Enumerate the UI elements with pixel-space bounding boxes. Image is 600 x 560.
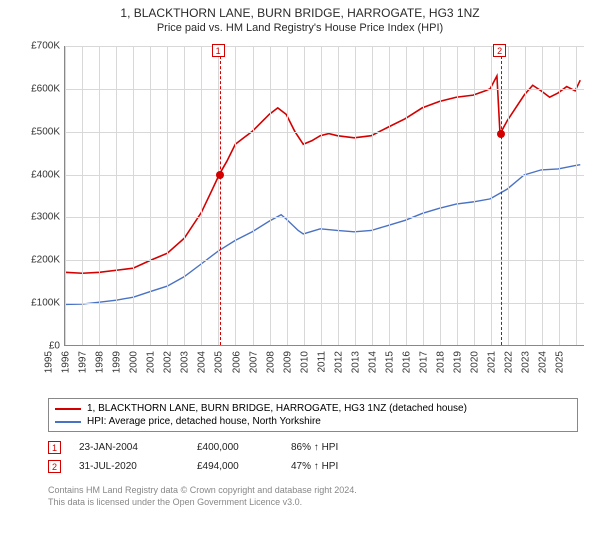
grid-v [99, 46, 100, 345]
grid-h [65, 217, 584, 218]
grid-v [270, 46, 271, 345]
grid-h [65, 303, 584, 304]
grid-h [65, 175, 584, 176]
chart-subtitle: Price paid vs. HM Land Registry's House … [10, 22, 590, 34]
legend-item-hpi: HPI: Average price, detached house, Nort… [55, 415, 571, 428]
y-tick-label: £100K [16, 298, 60, 309]
grid-v [389, 46, 390, 345]
grid-v [167, 46, 168, 345]
legend-item-property: 1, BLACKTHORN LANE, BURN BRIDGE, HARROGA… [55, 402, 571, 415]
grid-v [82, 46, 83, 345]
marker-line-2 [501, 46, 502, 345]
event-row-1: 1 23-JAN-2004 £400,000 86% ↑ HPI [48, 438, 590, 457]
chart-container: 1, BLACKTHORN LANE, BURN BRIDGE, HARROGA… [0, 0, 600, 516]
grid-v [253, 46, 254, 345]
y-tick-label: £600K [16, 83, 60, 94]
chart-area: £0£100K£200K£300K£400K£500K£600K£700K199… [16, 42, 584, 392]
event-hpi-2: 47% ↑ HPI [291, 461, 381, 472]
grid-v [338, 46, 339, 345]
marker-line-1 [220, 46, 221, 345]
legend-swatch-property [55, 408, 81, 410]
grid-v [133, 46, 134, 345]
y-tick-label: £0 [16, 341, 60, 352]
y-tick-label: £300K [16, 212, 60, 223]
plot-region [64, 46, 584, 346]
grid-v [116, 46, 117, 345]
grid-v [287, 46, 288, 345]
grid-v [65, 46, 66, 345]
y-tick-label: £700K [16, 41, 60, 52]
grid-v [406, 46, 407, 345]
line-series-svg [65, 46, 584, 345]
grid-v [474, 46, 475, 345]
x-tick-label: 2025 [555, 351, 596, 373]
marker-box-1: 1 [212, 44, 225, 57]
grid-v [576, 46, 577, 345]
event-date-2: 31-JUL-2020 [79, 461, 179, 472]
event-row-2: 2 31-JUL-2020 £494,000 47% ↑ HPI [48, 457, 590, 476]
grid-v [235, 46, 236, 345]
legend-swatch-hpi [55, 421, 81, 423]
grid-v [559, 46, 560, 345]
grid-v [525, 46, 526, 345]
grid-h [65, 260, 584, 261]
grid-v [321, 46, 322, 345]
grid-v [184, 46, 185, 345]
chart-title: 1, BLACKTHORN LANE, BURN BRIDGE, HARROGA… [10, 6, 590, 20]
marker-dot-1 [216, 171, 224, 179]
event-hpi-1: 86% ↑ HPI [291, 442, 381, 453]
grid-v [440, 46, 441, 345]
marker-box-2: 2 [493, 44, 506, 57]
grid-v [508, 46, 509, 345]
grid-h [65, 46, 584, 47]
grid-v [201, 46, 202, 345]
legend-label-property: 1, BLACKTHORN LANE, BURN BRIDGE, HARROGA… [87, 403, 467, 414]
y-tick-label: £500K [16, 126, 60, 137]
event-price-2: £494,000 [197, 461, 273, 472]
footer-line-2: This data is licensed under the Open Gov… [48, 496, 590, 508]
marker-dot-2 [497, 130, 505, 138]
grid-v [457, 46, 458, 345]
series-hpi [65, 165, 580, 305]
y-tick-label: £200K [16, 255, 60, 266]
legend-label-hpi: HPI: Average price, detached house, Nort… [87, 416, 321, 427]
grid-v [491, 46, 492, 345]
event-date-1: 23-JAN-2004 [79, 442, 179, 453]
event-marker-2: 2 [48, 460, 61, 473]
grid-v [355, 46, 356, 345]
y-tick-label: £400K [16, 169, 60, 180]
footer-line-1: Contains HM Land Registry data © Crown c… [48, 484, 590, 496]
grid-v [150, 46, 151, 345]
events-table: 1 23-JAN-2004 £400,000 86% ↑ HPI 2 31-JU… [48, 438, 590, 476]
footer-attribution: Contains HM Land Registry data © Crown c… [48, 484, 590, 508]
grid-v [304, 46, 305, 345]
grid-v [542, 46, 543, 345]
legend-box: 1, BLACKTHORN LANE, BURN BRIDGE, HARROGA… [48, 398, 578, 432]
grid-v [423, 46, 424, 345]
grid-h [65, 132, 584, 133]
grid-v [372, 46, 373, 345]
event-price-1: £400,000 [197, 442, 273, 453]
grid-h [65, 89, 584, 90]
event-marker-1: 1 [48, 441, 61, 454]
